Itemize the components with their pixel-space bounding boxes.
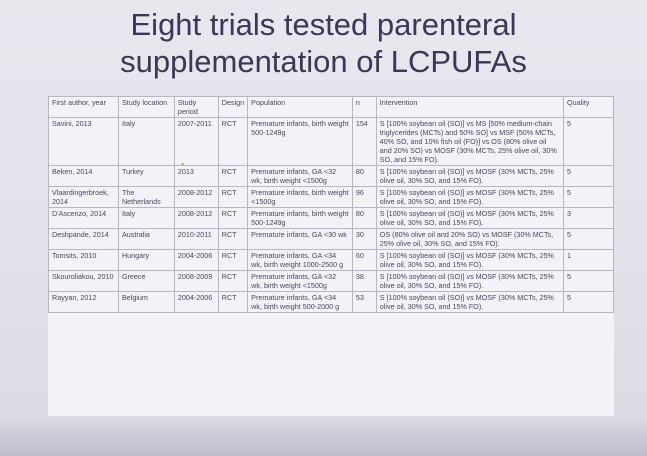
projector-light-spot (181, 163, 184, 166)
cell-intervention: S [100% soybean oil (SO)] vs MOSF (30% M… (375, 186, 565, 208)
cell-quality: 5 (563, 186, 614, 208)
trials-table: First author, year Study location Study … (48, 96, 614, 313)
cell-design: RCT (217, 186, 249, 208)
table-row: D'Ascenzo, 2014 Italy 2008-2012 RCT Prem… (48, 207, 614, 229)
cell-n: 38 (351, 270, 377, 292)
cell-population: Premature infants, GA <32 wk, birth weig… (247, 270, 353, 292)
cell-author: Beken, 2014 (48, 165, 119, 187)
table-row: Rayyan, 2012 Belgium 2004-2006 RCT Prema… (48, 291, 614, 313)
cell-author: Savini, 2013 (48, 117, 119, 166)
cell-population: Premature infants, GA <34 wk, birth weig… (247, 249, 353, 271)
bottom-shadow (0, 416, 647, 456)
cell-intervention: OS (80% olive oil and 20% SO) vs MOSF (3… (375, 228, 565, 250)
cell-n: 60 (351, 249, 377, 271)
cell-n: 80 (351, 207, 377, 229)
cell-location: Belgium (117, 291, 175, 313)
table-row: Tomsits, 2010 Hungary 2004-2006 RCT Prem… (48, 249, 614, 271)
cell-period: 2004-2006 (173, 249, 219, 271)
cell-period: 2010-2011 (173, 228, 219, 250)
cell-intervention: S [100% soybean oil (SO)] vs MOSF (30% M… (375, 249, 565, 271)
cell-quality: 5 (563, 117, 614, 166)
slide-title-line-2: supplementation of LCPUFAs (120, 44, 527, 79)
cell-intervention: S [100% soybean oil (SO)] vs MOSF (30% M… (375, 291, 565, 313)
cell-quality: 5 (563, 228, 614, 250)
cell-quality: 3 (563, 207, 614, 229)
table-row: Vlaardingerbroek, 2014 The Netherlands 2… (48, 186, 614, 208)
cell-design: RCT (217, 165, 249, 187)
cell-location: Italy (117, 117, 175, 166)
cell-n: 96 (351, 186, 377, 208)
cell-n: 30 (351, 228, 377, 250)
cell-period: 2008-2012 (173, 186, 219, 208)
slide-title: Eight trials tested parenteral supplemen… (0, 6, 647, 80)
cell-location: Italy (117, 207, 175, 229)
header-quality: Quality (563, 96, 614, 118)
cell-location: The Netherlands (117, 186, 175, 208)
cell-design: RCT (217, 270, 249, 292)
cell-location: Australia (117, 228, 175, 250)
cell-author: Tomsits, 2010 (48, 249, 119, 271)
cell-n: 53 (351, 291, 377, 313)
cell-location: Hungary (117, 249, 175, 271)
cell-design: RCT (217, 117, 249, 166)
header-intervention: Intervention (375, 96, 565, 118)
cell-design: RCT (217, 249, 249, 271)
cell-period: 2004-2006 (173, 291, 219, 313)
cell-author: Deshpande, 2014 (48, 228, 119, 250)
cell-n: 80 (351, 165, 377, 187)
table-row: Beken, 2014 Turkey 2013 RCT Premature in… (48, 165, 614, 187)
cell-population: Premature infants, birth weight 500-1249… (247, 207, 353, 229)
cell-period: 2007-2011 (173, 117, 219, 166)
table-row: Skouroliakou, 2010 Greece 2008-2009 RCT … (48, 270, 614, 292)
cell-location: Turkey (117, 165, 175, 187)
cell-author: Skouroliakou, 2010 (48, 270, 119, 292)
cell-quality: 5 (563, 165, 614, 187)
cell-quality: 1 (563, 249, 614, 271)
table-header-row: First author, year Study location Study … (48, 96, 614, 118)
cell-quality: 5 (563, 270, 614, 292)
cell-n: 154 (351, 117, 377, 166)
cell-intervention: S [100% soybean oil (SO)] vs MS [50% med… (375, 117, 565, 166)
header-n: n (351, 96, 377, 118)
cell-population: Premature infants, birth weight <1500g (247, 186, 353, 208)
cell-population: Premature infants, GA <32 wk, birth weig… (247, 165, 353, 187)
cell-author: D'Ascenzo, 2014 (48, 207, 119, 229)
cell-period: 2013 (173, 165, 219, 187)
cell-design: RCT (217, 228, 249, 250)
cell-period: 2008-2012 (173, 207, 219, 229)
cell-author: Rayyan, 2012 (48, 291, 119, 313)
cell-quality: 5 (563, 291, 614, 313)
cell-location: Greece (117, 270, 175, 292)
header-population: Population (247, 96, 353, 118)
header-location: Study location (117, 96, 175, 118)
cell-intervention: S [100% soybean oil (SO)] vs MOSF (30% M… (375, 165, 565, 187)
cell-population: Premature infants, GA <30 wk (247, 228, 353, 250)
cell-population: Premature infants, birth weight 500-1249… (247, 117, 353, 166)
cell-population: Premature infants, GA <34 wk, birth weig… (247, 291, 353, 313)
cell-design: RCT (217, 207, 249, 229)
cell-intervention: S [100% soybean oil (SO)] vs MOSF (30% M… (375, 207, 565, 229)
header-author: First author, year (48, 96, 119, 118)
cell-period: 2008-2009 (173, 270, 219, 292)
table-row: Savini, 2013 Italy 2007-2011 RCT Prematu… (48, 117, 614, 166)
cell-author: Vlaardingerbroek, 2014 (48, 186, 119, 208)
cell-intervention: S [100% soybean oil (SO)] vs MOSF (30% M… (375, 270, 565, 292)
table-row: Deshpande, 2014 Australia 2010-2011 RCT … (48, 228, 614, 250)
header-period: Study period (173, 96, 219, 118)
cell-design: RCT (217, 291, 249, 313)
slide-title-line-1: Eight trials tested parenteral (130, 7, 517, 42)
header-design: Design (217, 96, 249, 118)
trials-table-container: First author, year Study location Study … (48, 96, 614, 416)
